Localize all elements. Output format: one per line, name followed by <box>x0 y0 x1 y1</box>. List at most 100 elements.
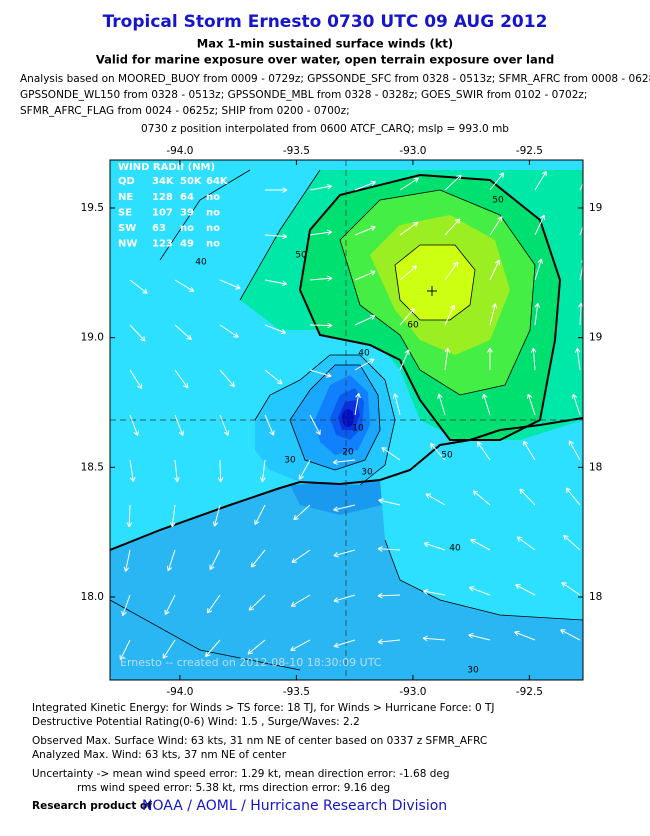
wind-arrow <box>381 447 401 461</box>
contour-label: 30 <box>284 456 296 466</box>
wind-arrow <box>399 221 419 236</box>
wind-arrow <box>219 324 239 338</box>
wind-arrow <box>534 214 546 236</box>
wind-arrow <box>392 393 401 416</box>
wind-arrow <box>354 358 375 371</box>
position-note: 0730 z position interpolated from 0600 A… <box>141 123 509 135</box>
wind-arrow <box>264 324 286 335</box>
wind-arrow <box>354 314 376 326</box>
wind-arrow <box>219 279 241 290</box>
wind-arrow <box>516 536 536 551</box>
footer-line: rms wind speed error: 5.38 kt, rms direc… <box>77 782 390 794</box>
wind-arrow <box>472 490 491 506</box>
wind-arrow <box>399 349 410 371</box>
wind-arrow <box>399 307 415 326</box>
wind-arrow <box>563 534 581 551</box>
wind-arrow <box>264 414 275 436</box>
wind-arrow <box>332 459 356 465</box>
wind-arrow <box>309 322 333 329</box>
contour-label: 30 <box>467 666 479 676</box>
org-link[interactable]: NOAA / AOML / Hurricane Research Divisio… <box>142 798 447 814</box>
y2-tick-label: 19 <box>589 202 602 214</box>
wind-arrow <box>309 369 332 378</box>
contour-label: 50 <box>295 251 307 261</box>
wind-arrow <box>470 538 491 551</box>
analysis-line: SFMR_AFRC_FLAG from 0024 - 0625z; SHIP f… <box>20 105 350 117</box>
table-cell: 123 <box>152 239 173 250</box>
footer-line: Destructive Potential Rating(0-6) Wind: … <box>32 716 360 728</box>
table-cell: no <box>206 239 220 250</box>
x-tick-label: -94.0 <box>166 686 193 698</box>
x-tick-label: -93.0 <box>399 145 426 157</box>
wind-arrow <box>422 635 446 642</box>
table-cell: 63 <box>152 223 166 234</box>
x-tick-label: -94.0 <box>166 145 193 157</box>
map-frame <box>109 159 584 681</box>
wind-arrow <box>206 594 221 614</box>
table-cell: no <box>206 192 220 203</box>
contour-label: 40 <box>358 349 370 359</box>
y-tick-label: 18.0 <box>81 591 104 603</box>
contour-label: 20 <box>342 448 354 458</box>
wind-arrow <box>174 324 192 341</box>
table-cell: no <box>180 223 194 234</box>
wind-arrow <box>174 459 180 483</box>
wind-arrow <box>290 594 311 607</box>
wind-arrow <box>399 265 418 281</box>
wind-arrow <box>219 414 230 436</box>
wind-arrow <box>174 279 195 292</box>
wind-arrow <box>309 414 321 435</box>
table-title: WIND RADII (NM) <box>118 162 215 173</box>
wind-arrow <box>333 594 356 603</box>
wind-arrow <box>219 369 235 388</box>
footer-line: Observed Max. Surface Wind: 63 kts, 31 n… <box>32 735 487 747</box>
x-tick-label: -93.0 <box>399 686 426 698</box>
wind-arrow <box>121 594 131 617</box>
table-header: QD <box>118 176 135 187</box>
axes: -94.0 -94.0 -93.5 -93.5 -93.0 -93.0 -92.5 -92.5… <box>81 145 603 698</box>
wind-arrow <box>423 589 446 596</box>
x-tick-label: -92.5 <box>516 686 543 698</box>
wind-arrow <box>515 584 536 596</box>
wind-arrow <box>129 369 143 390</box>
title: Tropical Storm Ernesto 0730 UTC 09 AUG 2… <box>103 12 548 32</box>
footer-line: Analyzed Max. Wind: 63 kts, 37 nm NE of … <box>32 749 287 761</box>
y2-tick-label: 19 <box>589 332 602 344</box>
wind-arrow <box>487 347 493 371</box>
wind-arrow <box>126 504 133 528</box>
wind-arrow <box>264 279 287 287</box>
wind-arrow <box>444 304 455 326</box>
wind-arrow <box>534 302 541 326</box>
table-cell: 107 <box>152 208 173 219</box>
wind-arrow <box>298 459 311 480</box>
wind-arrow <box>217 459 224 483</box>
analysis-line: GPSSONDE_WL150 from 0328 - 0513z; GPSSON… <box>20 89 587 101</box>
wind-arrow <box>129 279 148 294</box>
table-cell: 128 <box>152 192 173 203</box>
wind-arrow <box>523 440 536 461</box>
x-tick-label: -93.5 <box>283 145 310 157</box>
wind-arrow <box>489 216 503 236</box>
wind-arrow <box>129 459 136 483</box>
wind-arrow <box>429 443 446 461</box>
wind-arrow <box>530 347 537 371</box>
wind-arrow <box>377 546 401 552</box>
wind-arrow <box>526 393 536 416</box>
wind-arrow <box>476 441 491 461</box>
contour-label: 10 <box>352 424 364 434</box>
wind-arrow <box>354 225 376 236</box>
wind-arrow <box>378 498 401 506</box>
research-label: Research product of <box>32 800 152 812</box>
wind-arrow <box>354 393 361 416</box>
wind-arrow <box>399 177 419 191</box>
table-header: 34K <box>152 176 175 187</box>
wind-arrow <box>468 586 491 596</box>
wind-arrow <box>209 549 221 571</box>
wind-arrow <box>169 504 176 528</box>
analysis-line: Analysis based on MOORED_BUOY from 0009 … <box>20 73 650 85</box>
wind-arrow <box>444 347 451 371</box>
subtitle: Valid for marine exposure over water, op… <box>96 53 554 67</box>
y-tick-label: 19.5 <box>81 202 104 214</box>
wind-arrow <box>489 259 501 281</box>
